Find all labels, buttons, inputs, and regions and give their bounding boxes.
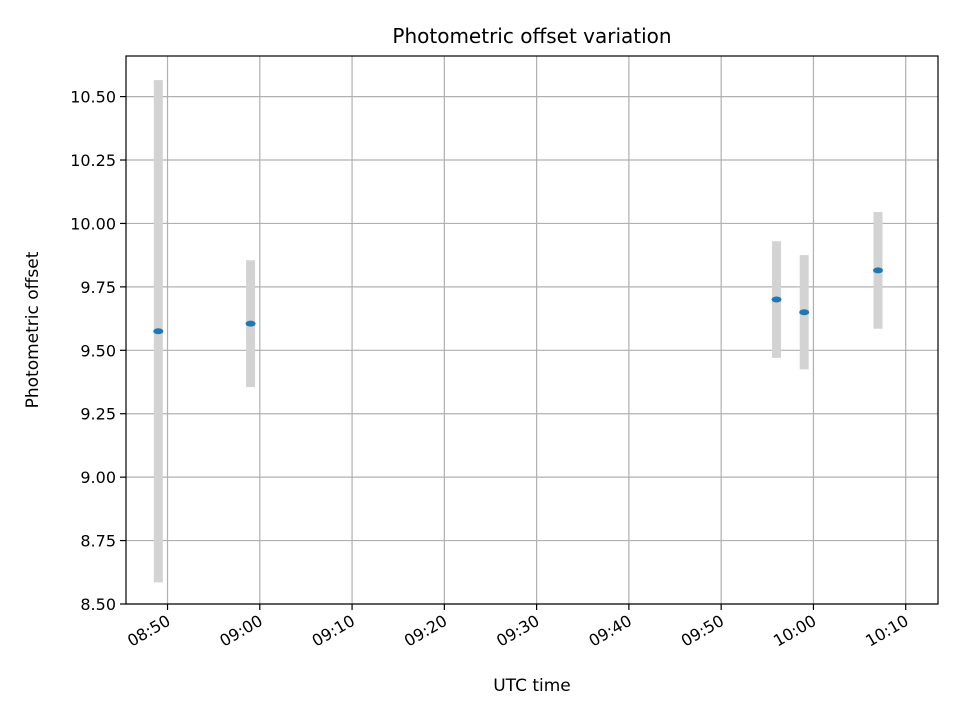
- data-point: [799, 309, 810, 316]
- data-point: [771, 296, 782, 303]
- y-tick-label: 8.75: [80, 532, 116, 551]
- y-tick-label: 9.25: [80, 405, 116, 424]
- y-tick-label: 10.25: [70, 151, 116, 170]
- y-tick-label: 9.75: [80, 278, 116, 297]
- data-points: [153, 267, 884, 335]
- y-tick-label: 9.50: [80, 341, 116, 360]
- y-tick-label: 8.50: [80, 595, 116, 614]
- y-axis-title: Photometric offset: [23, 251, 43, 408]
- data-point: [245, 320, 256, 327]
- plot-area-frame: [125, 55, 939, 605]
- chart-title: Photometric offset variation: [392, 24, 671, 48]
- data-point: [873, 267, 884, 274]
- y-tick-label: 9.00: [80, 468, 116, 487]
- grid-lines: [126, 56, 938, 605]
- y-tick-label: 10.50: [70, 88, 116, 107]
- x-axis-title: UTC time: [493, 676, 571, 696]
- data-point: [153, 328, 164, 335]
- y-axis-ticks: 8.50 8.75 9.00 9.25 9.50 9.75 10.00 10.25 10.50: [70, 88, 126, 614]
- y-tick-label: 10.00: [70, 214, 116, 233]
